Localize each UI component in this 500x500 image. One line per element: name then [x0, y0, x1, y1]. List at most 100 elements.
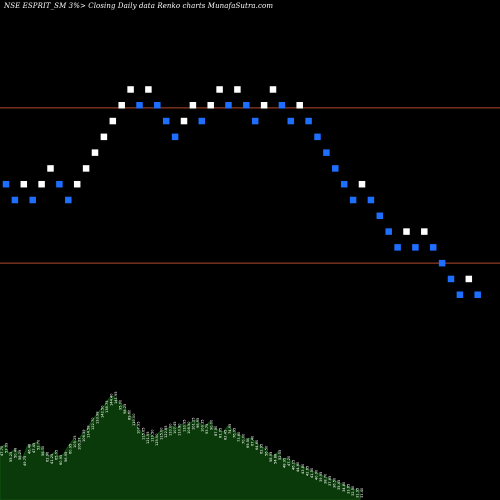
volume-label: 56.95: [64, 452, 68, 462]
volume-label: 107.95: [137, 421, 141, 434]
renko-brick-down: [154, 102, 161, 109]
renko-brick-down: [65, 196, 72, 204]
volume-label: 53.69: [5, 442, 9, 453]
renko-brick-down: [198, 117, 206, 125]
volume-label: 38.70: [324, 473, 328, 484]
volume-label: 65.95: [55, 450, 59, 460]
volume-label: 56.50: [264, 445, 268, 456]
volume-label: 110.80: [178, 423, 182, 436]
volume-label: 34.80: [342, 481, 346, 492]
volume-label: 81.05: [219, 428, 223, 438]
volume-label: 122.70: [91, 417, 95, 430]
volume-label: 60.95: [59, 455, 63, 465]
volume-label: 48.95: [283, 458, 287, 468]
volume-label: 119.50: [150, 429, 154, 442]
renko-brick-down: [332, 165, 339, 172]
renko-brick-down: [412, 244, 419, 251]
volume-label: 62.96: [46, 451, 50, 462]
volume-label: 96.95: [196, 418, 200, 428]
renko-brick-down: [438, 259, 446, 267]
renko-brick-up: [180, 117, 188, 125]
volume-label: 144.40: [109, 393, 113, 406]
volume-label: 41.50: [310, 467, 314, 478]
volume-label: 67.40: [251, 435, 255, 446]
volume-label: 47.20: [287, 455, 291, 466]
renko-brick-down: [385, 228, 392, 235]
volume-label: 74.95: [228, 424, 232, 434]
volume-label: 32.50: [351, 485, 355, 496]
renko-brick-up: [73, 180, 81, 188]
renko-brick-up: [358, 180, 366, 188]
renko-brick-up: [260, 102, 268, 109]
renko-brick-down: [278, 102, 286, 109]
volume-label: 54.88: [273, 453, 277, 464]
renko-brick-down: [29, 196, 36, 204]
volume-label: 70.00: [242, 433, 246, 444]
volume-label: 105.25: [73, 435, 77, 448]
volume-label: 142.50: [100, 405, 104, 418]
volume-label: 110.00: [169, 423, 173, 436]
volume-label: 90.00: [210, 419, 214, 430]
renko-brick-up: [216, 86, 223, 93]
renko-brick-down: [367, 196, 375, 204]
renko-brick-down: [349, 196, 357, 204]
volume-label: 36.50: [333, 477, 337, 488]
volume-label: 42.65: [305, 466, 309, 476]
renko-brick-up: [296, 102, 303, 109]
volume-label: 108.50: [187, 421, 191, 434]
volume-label: 49.75: [23, 456, 27, 466]
renko-brick-up: [47, 165, 54, 172]
volume-label: 47.70: [0, 445, 4, 456]
renko-brick-up: [118, 102, 125, 109]
volume-label: 110.00: [132, 413, 136, 426]
volume-label: 33.65: [346, 484, 350, 494]
volume-label: 31.40: [360, 487, 364, 498]
renko-brick-down: [323, 149, 330, 156]
volume-label: 95.00: [118, 399, 122, 410]
volume-label: 52.55: [278, 450, 282, 460]
renko-brick-down: [136, 102, 143, 109]
volume-label: 76.95: [232, 428, 236, 438]
volume-label: 89.60: [128, 409, 132, 420]
volume-label: 41.25: [50, 454, 54, 464]
renko-brick-down: [429, 244, 437, 251]
renko-brick-down: [456, 291, 464, 298]
renko-brick-up: [403, 228, 410, 235]
renko-brick-up: [109, 117, 117, 125]
renko-brick-down: [11, 196, 19, 204]
volume-label: 43.80: [301, 463, 305, 474]
renko-brick-up: [269, 86, 277, 93]
volume-label: 101.25: [191, 417, 195, 430]
volume-label: 133.98: [96, 411, 100, 424]
renko-brick-up: [100, 133, 108, 141]
volume-label: 37.65: [328, 476, 332, 486]
volume-label: 40.90: [314, 469, 318, 480]
volume-label: 125.00: [155, 433, 159, 446]
volume-label: 39.95: [319, 472, 323, 482]
volume-label: 107.45: [173, 421, 177, 434]
renko-brick-down: [305, 117, 312, 125]
renko-brick-down: [56, 180, 63, 188]
volume-label: 46.15: [292, 460, 296, 470]
renko-brick-up: [465, 275, 473, 283]
renko-brick-down: [243, 102, 250, 109]
renko-brick-down: [287, 117, 295, 125]
renko-brick-down: [474, 291, 481, 298]
renko-brick-up: [189, 102, 197, 109]
volume-label: 87.50: [214, 425, 218, 436]
reference-lines: [0, 107, 500, 264]
volume-label: 73.60: [237, 431, 241, 442]
volume-label: 55.25: [9, 452, 13, 462]
renko-brick-down: [376, 212, 384, 220]
volume-label: 106.27: [77, 437, 81, 450]
renko-brick-up: [82, 165, 90, 172]
renko-brick-up: [91, 149, 99, 156]
volume-label: 64.60: [255, 439, 259, 450]
volume-label: 58.30: [41, 445, 45, 456]
volume-fill: [0, 395, 361, 500]
volume-label: 69.50: [246, 437, 250, 448]
renko-brick-up: [145, 86, 152, 93]
renko-brick-up: [234, 86, 241, 93]
